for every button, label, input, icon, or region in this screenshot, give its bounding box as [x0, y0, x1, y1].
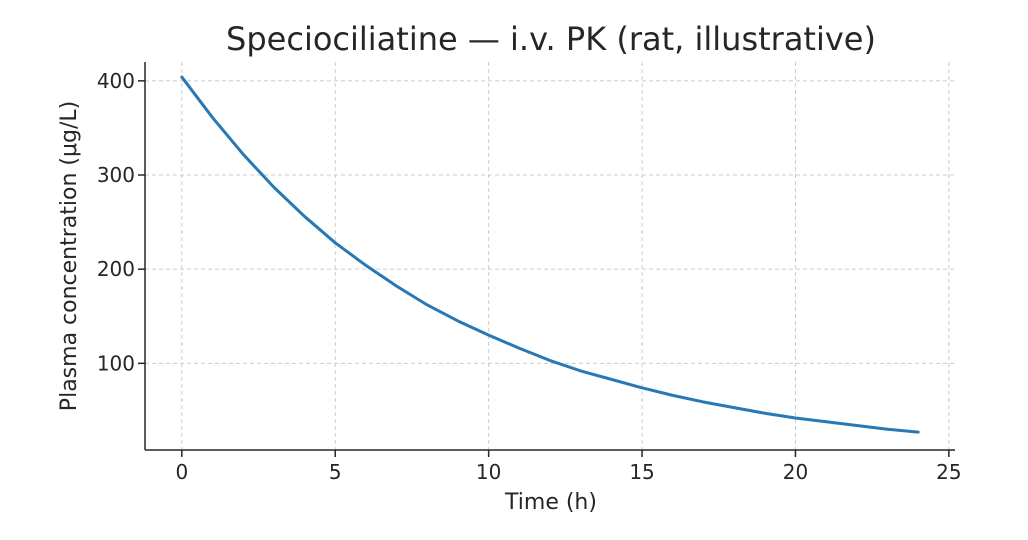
x-tick-label: 0	[175, 460, 188, 484]
y-tick-label: 400	[97, 69, 135, 93]
x-tick-label: 15	[629, 460, 654, 484]
y-tick-label: 300	[97, 163, 135, 187]
x-tick-label: 20	[783, 460, 808, 484]
series-layer	[180, 75, 920, 434]
grid	[145, 62, 955, 450]
x-tick-label: 5	[329, 460, 342, 484]
axes	[144, 62, 955, 451]
series-line	[180, 75, 920, 434]
ticks: 0 5 10 15 20 25 100 200 300 400	[97, 69, 962, 484]
y-axis-label: Plasma concentration (μg/L)	[57, 101, 82, 411]
chart-title: Speciociliatine — i.v. PK (rat, illustra…	[226, 20, 876, 58]
x-axis-label: Time (h)	[504, 490, 597, 515]
x-tick-label: 25	[936, 460, 961, 484]
y-tick-label: 100	[97, 351, 135, 375]
x-tick-label: 10	[476, 460, 501, 484]
y-tick-label: 200	[97, 257, 135, 281]
